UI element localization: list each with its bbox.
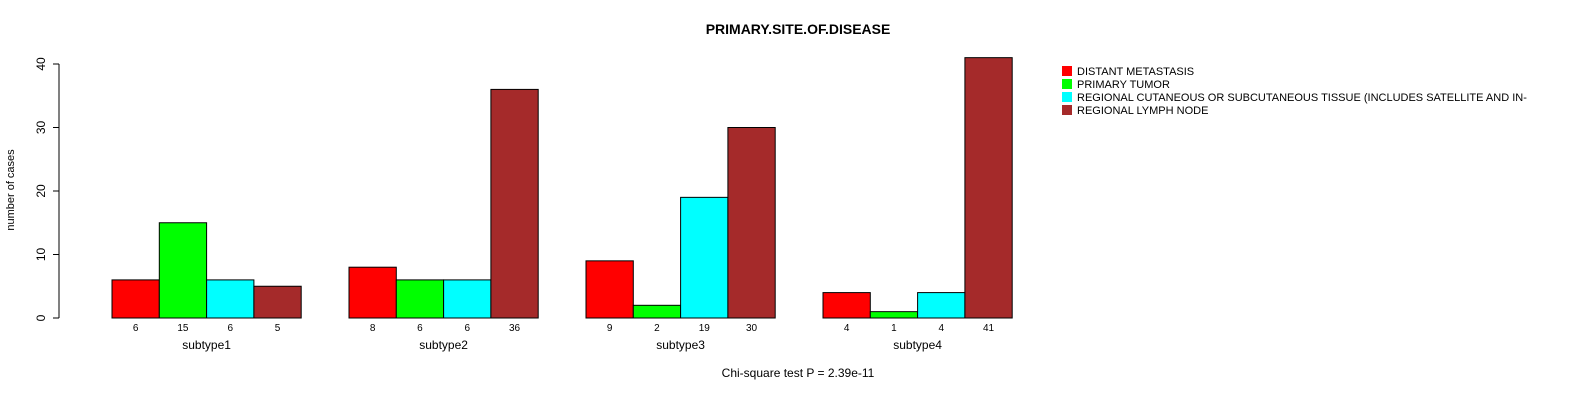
bar xyxy=(348,266,397,319)
bar-count-label: 2 xyxy=(654,323,660,334)
bar-count-label: 6 xyxy=(227,323,233,334)
y-tick-label: 20 xyxy=(34,184,48,198)
bar-count-label: 19 xyxy=(699,323,711,334)
y-tick-label: 40 xyxy=(34,57,48,71)
bar xyxy=(206,279,255,319)
bar xyxy=(822,292,871,319)
category-label: subtype1 xyxy=(182,338,231,352)
bar-count-label: 9 xyxy=(607,323,613,334)
bar xyxy=(111,279,160,319)
bar xyxy=(869,311,919,319)
legend-label: DISTANT METASTASIS xyxy=(1077,66,1194,78)
bar xyxy=(727,127,776,319)
category-label: subtype3 xyxy=(656,338,705,352)
legend-swatch xyxy=(1062,66,1072,76)
bar-group-subtype2: 8 6 6 36 subtype2 xyxy=(348,88,539,352)
y-tick-label: 30 xyxy=(34,121,48,135)
legend-label: REGIONAL CUTANEOUS OR SUBCUTANEOUS TISSU… xyxy=(1077,92,1527,104)
legend-label: REGIONAL LYMPH NODE xyxy=(1077,105,1208,117)
bar xyxy=(253,285,302,319)
bar xyxy=(680,196,729,319)
y-tick-label: 10 xyxy=(34,248,48,262)
bar-groups: 6 15 6 5 subtype1 8 6 6 36 subtype2 9 2 19 30 subtype3… xyxy=(111,57,1013,352)
bar-count-label: 6 xyxy=(133,323,139,334)
bar-count-label: 4 xyxy=(844,323,850,334)
bar xyxy=(964,57,1013,319)
bar xyxy=(443,279,492,319)
category-label: subtype2 xyxy=(419,338,468,352)
bar-count-label: 6 xyxy=(464,323,470,334)
y-tick-label: 0 xyxy=(34,314,48,321)
chi-square-footnote: Chi-square test P = 2.39e-11 xyxy=(722,366,875,380)
bar-count-label: 36 xyxy=(509,323,521,334)
legend-swatch xyxy=(1062,79,1072,89)
bar xyxy=(632,304,682,319)
category-label: subtype4 xyxy=(893,338,942,352)
bar xyxy=(585,260,634,319)
bar xyxy=(395,279,445,319)
y-axis-label: number of cases xyxy=(5,149,17,231)
bar-count-label: 1 xyxy=(891,323,897,334)
bar-count-label: 4 xyxy=(938,323,944,334)
legend-swatch xyxy=(1062,105,1072,115)
bar-count-label: 15 xyxy=(177,323,189,334)
legend-swatch xyxy=(1062,92,1072,102)
bar xyxy=(917,292,966,319)
bar-count-label: 8 xyxy=(370,323,376,334)
bar-count-label: 5 xyxy=(275,323,281,334)
bar-group-subtype1: 6 15 6 5 subtype1 xyxy=(111,222,302,352)
bar xyxy=(158,222,208,319)
bar-count-label: 41 xyxy=(983,323,995,334)
bar-count-label: 30 xyxy=(746,323,758,334)
chart-title: PRIMARY.SITE.OF.DISEASE xyxy=(706,21,891,37)
bar-count-label: 6 xyxy=(417,323,423,334)
y-axis: 0 10 20 30 40 xyxy=(34,57,60,321)
legend-label: PRIMARY TUMOR xyxy=(1077,79,1170,91)
bar-group-subtype3: 9 2 19 30 subtype3 xyxy=(585,127,776,352)
bar xyxy=(490,88,539,319)
